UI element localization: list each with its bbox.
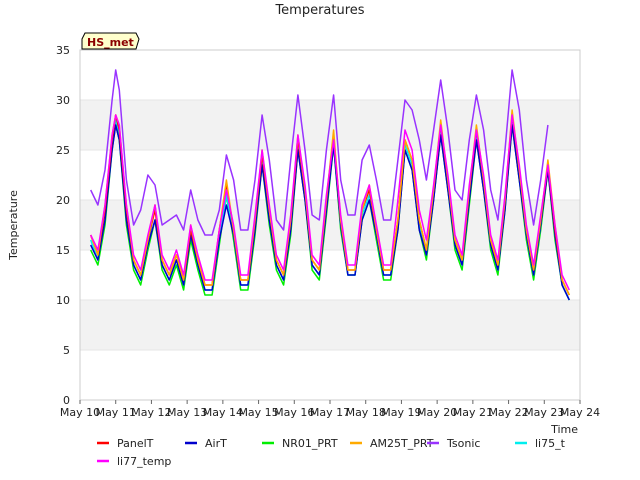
series-line-airt (90, 124, 570, 301)
hs-met-badge: HS_met (81, 32, 140, 50)
legend-label: li75_t (535, 437, 566, 450)
series-lines (89, 69, 570, 301)
x-tick-label: May 23 (524, 406, 564, 419)
y-tick-label: 10 (56, 294, 70, 307)
x-tick-label: May 17 (310, 406, 350, 419)
x-tick-label: May 10 (60, 406, 100, 419)
chart-title: Temperatures (274, 3, 364, 18)
y-axis-ticks: 0 5 10 15 20 25 30 35 (56, 44, 70, 407)
series-line-tsonic (90, 69, 549, 236)
band-5-10 (80, 300, 580, 350)
y-tick-label: 30 (56, 94, 70, 107)
badge-label: HS_met (87, 36, 134, 49)
series-line-li77_temp (90, 114, 570, 291)
x-tick-label: May 13 (167, 406, 207, 419)
x-tick-label: May 15 (238, 406, 278, 419)
x-tick-label: May 12 (131, 406, 171, 419)
y-tick-label: 25 (56, 144, 70, 157)
x-tick-label: May 19 (381, 406, 421, 419)
legend-label: AirT (205, 437, 227, 450)
background-bands (80, 100, 580, 350)
x-tick-label: May 24 (560, 406, 600, 419)
legend-label: li77_temp (117, 455, 171, 468)
legend-label: AM25T_PRT (370, 437, 434, 450)
y-tick-label: 15 (56, 244, 70, 257)
x-tick-label: May 11 (96, 406, 136, 419)
y-tick-label: 0 (63, 394, 70, 407)
y-axis-title: Temperature (7, 190, 20, 261)
x-tick-label: May 14 (203, 406, 243, 419)
legend-label: PanelT (117, 437, 154, 450)
legend: PanelT AirT NR01_PRT AM25T_PRT Tsonic li75_tl… (97, 437, 566, 468)
y-tick-label: 20 (56, 194, 70, 207)
x-axis-title: Time (550, 423, 578, 436)
x-tick-label: May 16 (274, 406, 314, 419)
x-tick-label: May 18 (346, 406, 386, 419)
y-tick-label: 35 (56, 44, 70, 57)
x-tick-label: May 22 (488, 406, 528, 419)
legend-label: Tsonic (446, 437, 480, 450)
y-tick-label: 5 (63, 344, 70, 357)
x-tick-label: May 21 (453, 406, 493, 419)
legend-label: NR01_PRT (282, 437, 338, 450)
x-tick-label: May 20 (417, 406, 457, 419)
